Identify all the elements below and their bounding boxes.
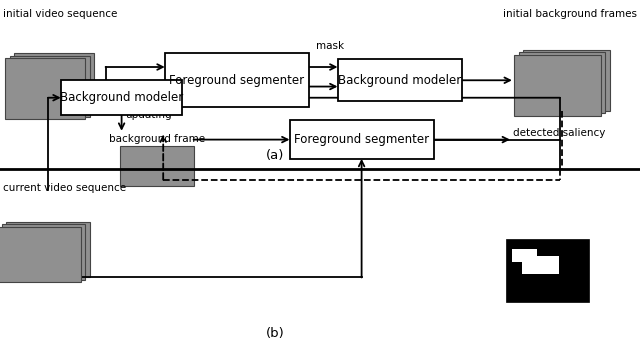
FancyBboxPatch shape	[338, 59, 462, 101]
FancyBboxPatch shape	[61, 80, 182, 115]
Text: initial video sequence: initial video sequence	[3, 9, 118, 19]
FancyBboxPatch shape	[515, 55, 600, 116]
Text: (a): (a)	[266, 149, 284, 162]
Text: Foreground segmenter: Foreground segmenter	[169, 74, 305, 87]
Text: updating: updating	[125, 110, 172, 120]
Text: background frame: background frame	[109, 134, 205, 144]
FancyBboxPatch shape	[512, 249, 537, 262]
Text: Foreground segmenter: Foreground segmenter	[294, 133, 429, 146]
Text: detected saliency: detected saliency	[513, 128, 605, 138]
Text: Background modeler: Background modeler	[60, 91, 183, 104]
FancyBboxPatch shape	[165, 53, 309, 107]
FancyBboxPatch shape	[524, 50, 610, 111]
FancyBboxPatch shape	[506, 239, 589, 302]
Text: current video sequence: current video sequence	[3, 183, 126, 193]
FancyBboxPatch shape	[10, 56, 90, 117]
Text: (b): (b)	[266, 327, 285, 340]
Text: initial background frames: initial background frames	[503, 9, 637, 19]
FancyBboxPatch shape	[2, 224, 85, 280]
FancyBboxPatch shape	[120, 146, 193, 186]
FancyBboxPatch shape	[6, 222, 90, 277]
Text: mask: mask	[316, 40, 344, 51]
FancyBboxPatch shape	[522, 257, 559, 274]
Text: Background modeler: Background modeler	[339, 74, 461, 87]
FancyBboxPatch shape	[519, 52, 605, 113]
FancyBboxPatch shape	[15, 53, 95, 114]
FancyBboxPatch shape	[6, 58, 86, 119]
FancyBboxPatch shape	[289, 120, 434, 159]
FancyBboxPatch shape	[0, 227, 81, 282]
